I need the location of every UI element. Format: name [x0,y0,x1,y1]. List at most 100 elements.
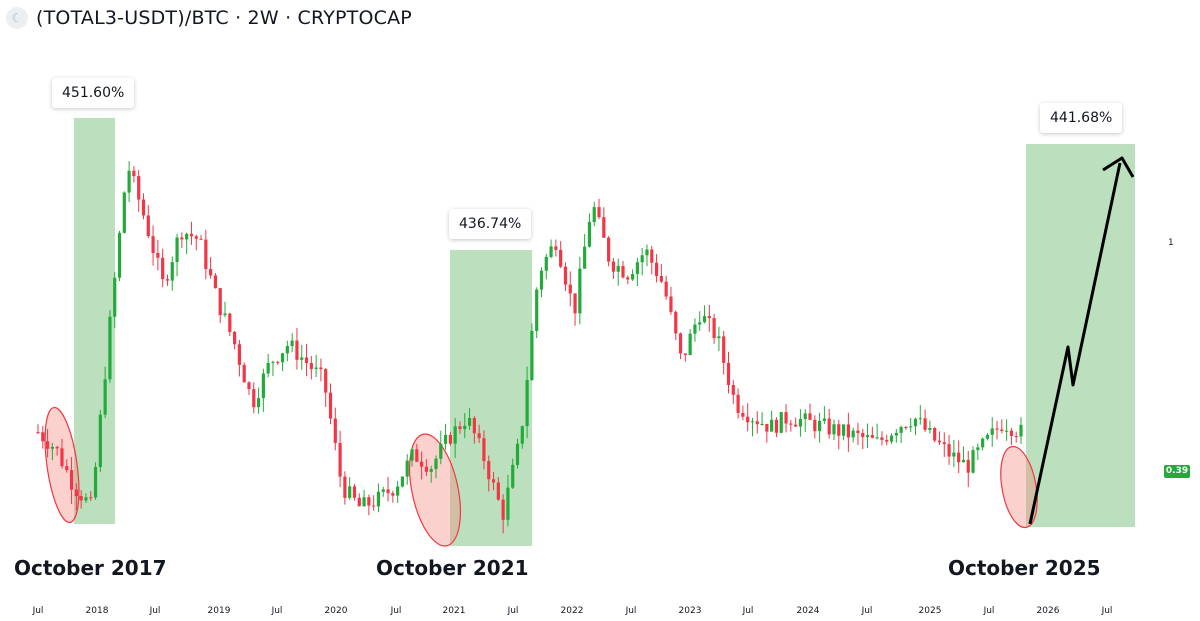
candle-body [990,428,994,435]
candle-body [391,493,395,496]
candle-body [899,426,903,433]
candle [165,274,170,286]
candle [707,304,711,332]
candle [36,424,40,434]
candle-body [410,449,414,461]
candle [448,432,452,446]
candle-body [525,380,529,427]
candle-body [156,252,160,258]
candle-body [674,311,678,334]
candle [319,358,323,382]
candle-body [645,249,649,256]
candle-body [36,432,40,434]
candle [511,458,515,489]
candle [563,262,568,291]
candle-body [415,449,419,462]
candle [477,424,481,443]
candle-body [89,497,93,499]
candle-body [381,489,385,492]
candle [578,256,582,325]
candle-body [971,450,975,473]
candle [544,253,548,280]
candle [760,412,764,426]
candle [237,340,241,377]
candle-body [698,322,702,325]
candle-body [563,266,568,285]
candle-body [702,316,707,323]
candle [501,494,505,534]
candle [242,362,246,383]
candle-body [856,430,860,434]
candle-body [640,255,644,263]
candle [45,429,50,458]
candle [194,234,198,251]
candle-body [396,486,400,496]
candle-body [731,385,735,395]
candle [822,406,826,425]
candle-body [122,192,126,233]
candle-body [491,479,496,483]
candle [122,191,126,234]
candle [827,409,831,439]
candle [587,213,592,248]
candle [957,440,961,473]
candle-body [894,432,898,436]
candle-body [813,419,817,432]
candle [770,410,774,432]
candle [180,232,184,248]
candle-body [319,367,323,370]
candle [808,403,812,421]
candle [885,434,889,446]
x-axis: Jul 2018 Jul 2019 Jul 2020 Jul 2021 Jul 2022 Jul 20… [32,606,1113,616]
candle-body [137,176,141,200]
candle [794,417,798,427]
candle [746,403,750,432]
candle-body [885,439,889,442]
candle [765,423,769,443]
candle [185,232,189,255]
candle-body [587,221,592,247]
candle-body [117,232,122,278]
candle [678,332,683,360]
candle [496,477,500,501]
candle [530,323,534,381]
candle-body [981,438,985,448]
candle [386,476,390,502]
candle-body [664,281,668,297]
candle [108,310,112,383]
candle-body [501,499,505,520]
candle-body [261,373,265,399]
candle [515,438,520,469]
chart-title: (TOTAL3-USDT)/BTC · 2W · CRYPTOCAP [36,7,412,29]
candle [74,483,78,511]
candle-body [93,466,98,498]
candle-body [650,249,654,263]
candle-body [290,340,294,347]
candle [376,483,381,513]
candle [789,419,793,432]
candle-body [568,284,572,294]
candle-body [554,246,558,250]
candle-body [818,420,822,432]
candle [755,411,759,434]
candle-body [463,425,467,430]
candle [41,426,45,449]
candle [458,421,462,434]
x-tick-label: 2024 [797,606,820,616]
candle [55,445,59,456]
candle-body [372,505,376,507]
candle-body [132,170,136,177]
candle [841,424,846,441]
candle-body [803,413,807,420]
candle [1005,419,1009,441]
candle [472,416,476,444]
candle [736,388,740,419]
candle-body [467,418,472,426]
candle [640,247,644,276]
gain-box-2017: 451.60% [52,78,135,108]
candle-body [875,437,879,439]
candle-body [520,426,524,444]
y-tick-label: 1 [1168,238,1174,248]
candle-body [630,273,635,280]
candle [664,275,668,300]
